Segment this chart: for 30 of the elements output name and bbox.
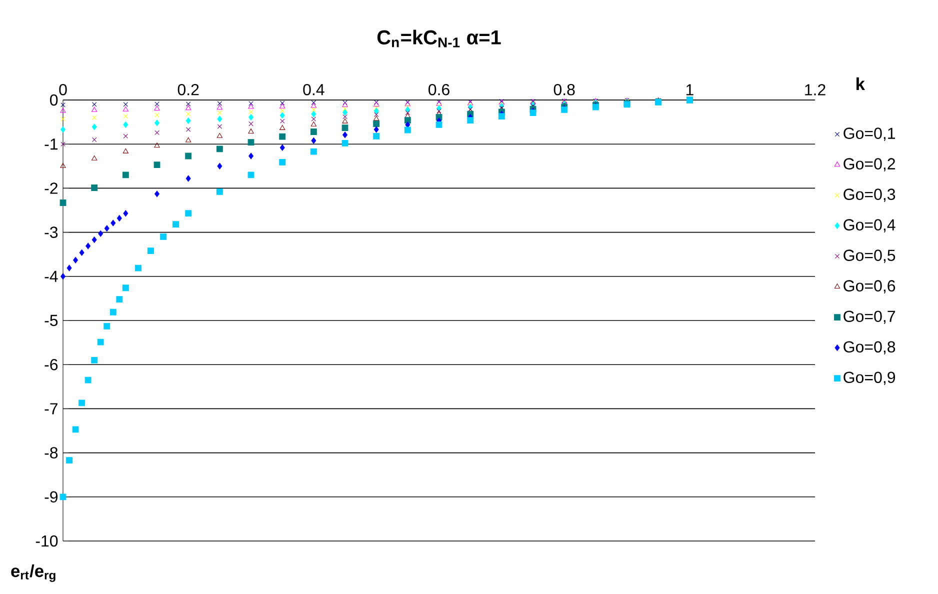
legend-label: Go=0,3 — [844, 188, 896, 202]
text: e$_{rt}$/e$_{rg}$ — [11, 564, 56, 582]
legend-label: Go=0,2 — [844, 158, 895, 172]
y-tick-label: -3 — [44, 226, 58, 238]
x-tick-label: 0 — [59, 84, 67, 96]
y-tick-label: -9 — [44, 491, 58, 503]
y-tick-label: -8 — [44, 447, 58, 458]
x-tick-label: 0.8 — [554, 84, 575, 96]
legend-label: Go=0,5 — [844, 250, 896, 263]
x-tick-label: 1 — [686, 84, 694, 96]
x-tick-label: 0.6 — [428, 84, 450, 96]
y-tick-label: -5 — [44, 314, 58, 326]
x-tick-label: 0.2 — [178, 84, 199, 96]
x-tick-label: 0.4 — [303, 84, 324, 96]
y-tick-label: -10 — [36, 535, 58, 547]
y-tick-label: -7 — [44, 403, 58, 414]
y-tick-label: -2 — [44, 182, 58, 194]
y-tick-label: -4 — [44, 270, 58, 282]
chart-title: C$_{n}$=kC$_{N-1}$ α=1 — [377, 30, 501, 48]
y-tick-label: -6 — [44, 358, 58, 370]
legend-label: Go=0,4 — [844, 219, 896, 232]
legend-label: Go=0,9 — [844, 372, 896, 385]
y-tick-label: -1 — [44, 138, 58, 150]
legend-label: Go=0,8 — [844, 341, 896, 354]
legend-label: Go=0,7 — [844, 310, 895, 324]
legend-label: Go=0,1 — [844, 128, 895, 141]
legend-label: Go=0,6 — [844, 280, 896, 294]
y-tick-label: 0 — [50, 94, 58, 106]
x-tick-label: 1.2 — [805, 84, 826, 96]
x-axis-title: k — [856, 77, 865, 90]
